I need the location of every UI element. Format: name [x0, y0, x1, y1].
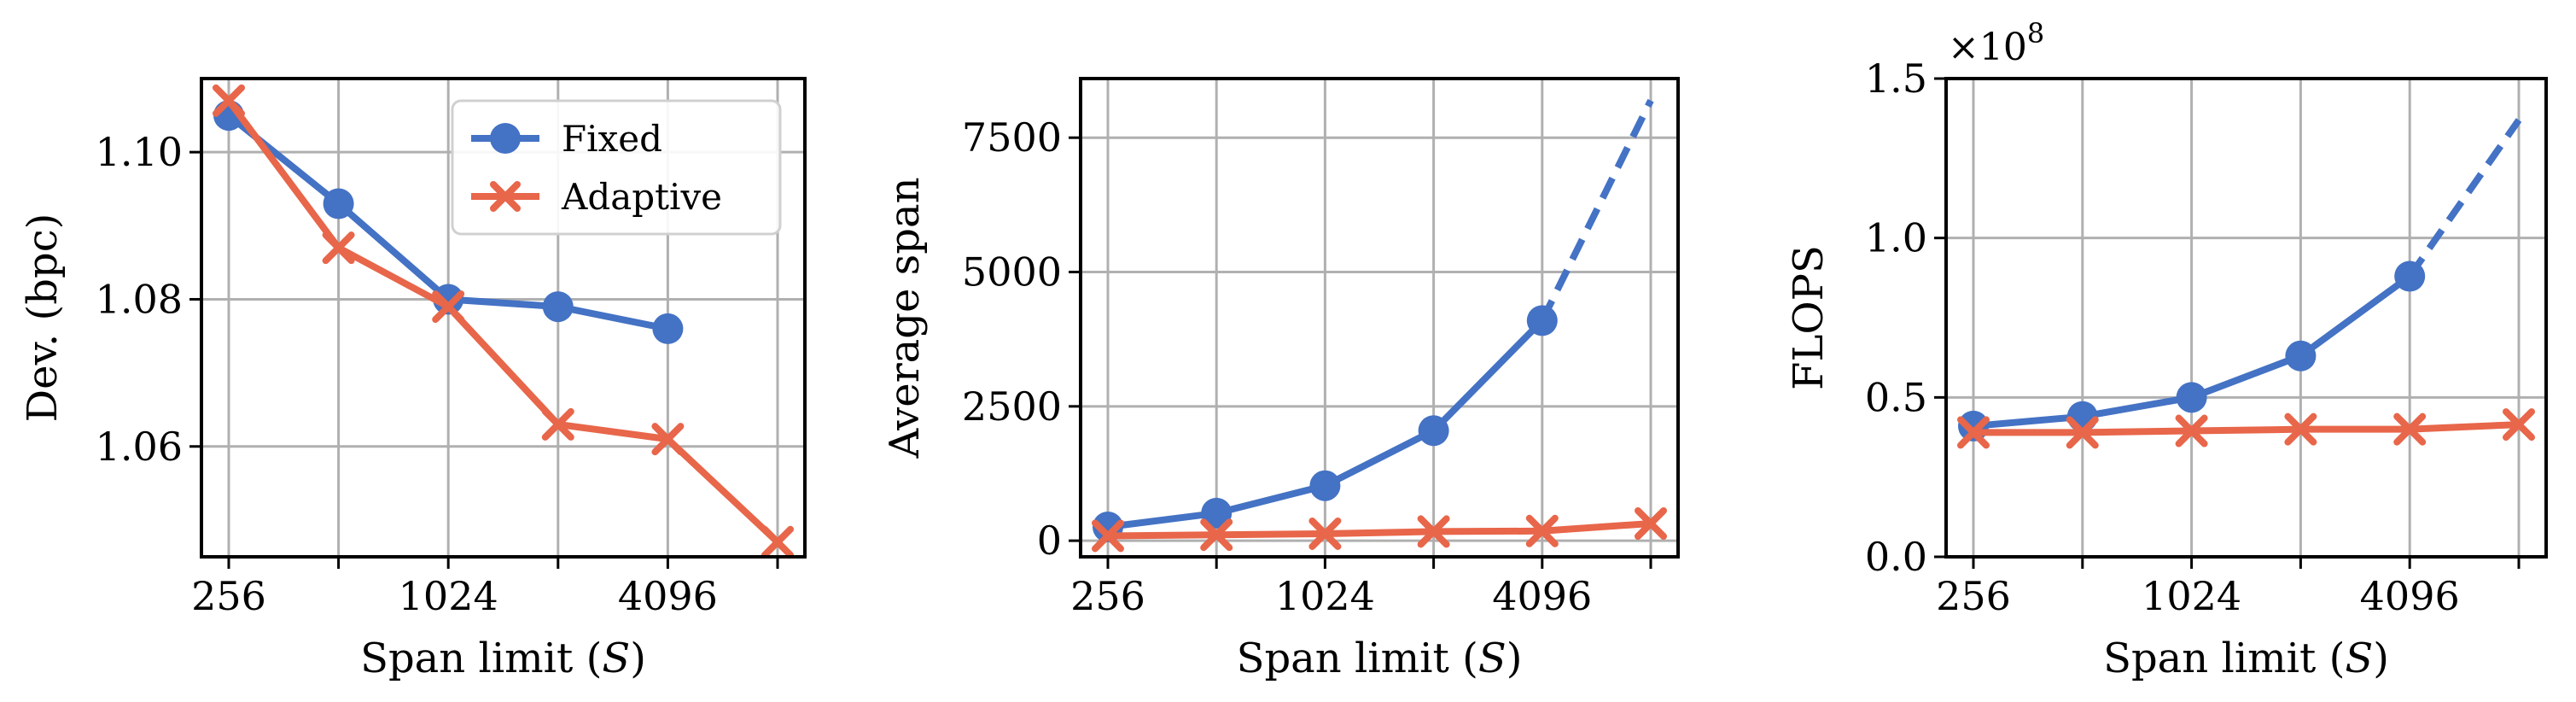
- data-point: [761, 525, 794, 559]
- data-point: [2393, 412, 2427, 446]
- legend-marker: [490, 123, 521, 154]
- series-fixed: [213, 100, 684, 344]
- data-point: [213, 84, 245, 117]
- data-point: [541, 407, 574, 441]
- x-tick-label: 4096: [2360, 573, 2460, 619]
- y-tick-label: 0.0: [1865, 534, 1927, 580]
- data-point: [1309, 470, 1341, 501]
- data-point: [2176, 382, 2207, 413]
- data-point: [1418, 415, 1449, 447]
- data-point: [2503, 408, 2535, 442]
- y-tick-label: 1.5: [1865, 56, 1927, 102]
- gridlines: [1081, 79, 1678, 557]
- x-axis-label: Span limit (S): [360, 635, 646, 682]
- y-tick-label: 1.0: [1865, 215, 1927, 261]
- legend-entry-adaptive: Adaptive: [471, 176, 722, 218]
- data-point: [433, 284, 464, 315]
- panel-average-span: 256 1024 4096 0 2500 5000 7500 Span limit (S) Av…: [881, 77, 1680, 682]
- legend-label: Fixed: [562, 118, 662, 160]
- x-tick-label: 256: [191, 573, 266, 619]
- y-tick-label: 1.08: [96, 276, 183, 322]
- data-point: [1201, 497, 1233, 529]
- y-tick-label: 1.10: [96, 129, 183, 175]
- data-point: [1308, 517, 1342, 550]
- data-point: [1092, 519, 1124, 553]
- data-point: [2066, 416, 2099, 449]
- series-line: [1973, 421, 2520, 436]
- data-point: [2394, 260, 2426, 292]
- x-tick-label: 1024: [399, 573, 498, 619]
- axes-frame: [1944, 77, 2548, 559]
- panel-flops: 256 1024 4096 0.0 0.5 1.0 1.5 Span limit (S) FLO…: [1785, 17, 2548, 682]
- data-point: [2066, 401, 2098, 432]
- y-axis-label: Dev. (bpc): [19, 214, 67, 423]
- series-adaptive: [1092, 506, 1667, 553]
- gridlines: [1946, 79, 2546, 557]
- data-point: [322, 231, 355, 265]
- y-axis-label: Average span: [881, 177, 929, 459]
- x-tick-label: 256: [1070, 573, 1145, 619]
- data-point: [2285, 340, 2317, 371]
- data-point: [652, 313, 684, 344]
- data-point: [1200, 518, 1233, 552]
- y-tick-label: 0.5: [1865, 374, 1927, 420]
- y-tick-label: 1.06: [96, 424, 183, 470]
- x-tick-label: 4096: [618, 573, 718, 619]
- y-tick-label: 7500: [962, 114, 1062, 161]
- data-point: [2284, 412, 2317, 446]
- data-point: [1526, 305, 1558, 336]
- y-tick-label: 5000: [962, 249, 1062, 295]
- series-adaptive: [213, 84, 794, 559]
- data-point: [1957, 416, 1990, 449]
- y-tick-label: 0: [1037, 518, 1062, 564]
- legend-label: Adaptive: [561, 176, 722, 218]
- y-axis-label: FLOPS: [1785, 245, 1833, 390]
- x-axis-label: Span limit (S): [2103, 635, 2389, 682]
- extrapolated-line: [2406, 118, 2522, 278]
- y-tick-label: 2500: [962, 383, 1062, 430]
- sci-multiplier: ×108: [1948, 17, 2044, 69]
- panel-dev-bpc: 256 1024 4096 1.06 1.08 1.10 Span limit (S) Dev…: [19, 77, 807, 682]
- legend-box: [451, 99, 782, 236]
- axes-frame: [1079, 77, 1680, 559]
- x-tick-label: 1024: [1275, 573, 1375, 619]
- legend: Fixed Adaptive: [451, 99, 782, 236]
- axes-frame: [200, 77, 807, 559]
- legend-entry-fixed: Fixed: [471, 118, 662, 160]
- series-line: [1107, 519, 1652, 540]
- data-point: [1635, 506, 1667, 540]
- data-point: [1417, 515, 1450, 548]
- x-tick-label: 1024: [2142, 573, 2241, 619]
- data-point: [651, 423, 685, 456]
- data-point: [432, 290, 465, 324]
- data-point: [323, 188, 354, 219]
- series-fixed: [1958, 118, 2522, 442]
- data-point: [1525, 514, 1559, 547]
- series-line: [225, 98, 780, 545]
- x-tick-label: 4096: [1492, 573, 1592, 619]
- data-point: [2175, 414, 2208, 448]
- x-axis-label: Span limit (S): [1237, 635, 1523, 682]
- x-tick-label: 256: [1936, 573, 2011, 619]
- extrapolated-line: [1539, 98, 1654, 323]
- series-fixed: [1093, 98, 1654, 543]
- series-adaptive: [1957, 408, 2535, 449]
- data-point: [542, 291, 574, 323]
